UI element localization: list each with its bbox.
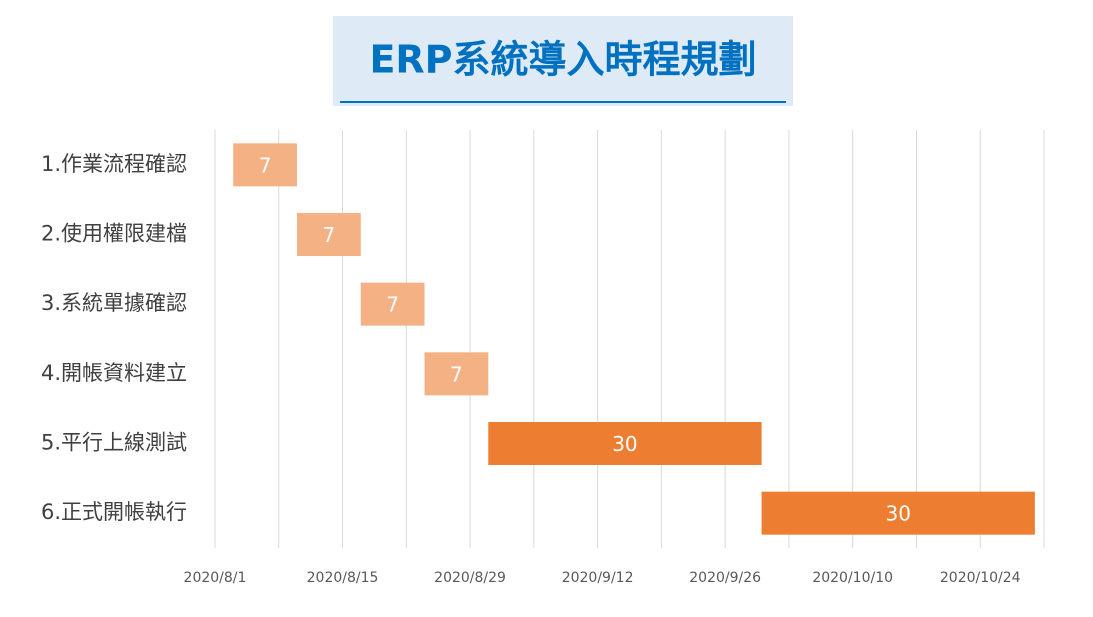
x-tick-label: 2020/9/12: [562, 570, 634, 586]
bar: [488, 422, 762, 465]
title-box: [333, 16, 793, 106]
y-tick-label: 2.使用權限建檔: [41, 222, 187, 246]
x-tick-label: 2020/10/24: [940, 570, 1021, 586]
y-tick-label: 5.平行上線測試: [41, 431, 187, 455]
x-tick-label: 2020/9/26: [689, 570, 761, 586]
chart-title: ERP系統導入時程規劃: [369, 38, 756, 82]
data-label: 30: [886, 502, 911, 526]
bar: [761, 491, 1035, 535]
x-tick-label: 2020/8/1: [184, 570, 247, 586]
x-tick-label: 2020/8/29: [434, 570, 506, 586]
data-label: 7: [323, 223, 336, 247]
data-label: 30: [612, 432, 637, 456]
y-tick-label: 3.系統單據確認: [41, 291, 187, 315]
bar: [233, 143, 297, 187]
y-tick-label: 4.開帳資料建立: [41, 361, 187, 385]
x-tick-label: 2020/10/10: [812, 570, 893, 586]
bar: [360, 282, 425, 326]
data-label: 7: [386, 293, 399, 317]
data-label: 7: [450, 362, 463, 386]
data-label: 7: [259, 153, 272, 177]
x-tick-label: 2020/8/15: [307, 570, 379, 586]
y-tick-label: 1.作業流程確認: [41, 152, 187, 176]
y-tick-label: 6.正式開帳執行: [41, 500, 187, 524]
bar: [424, 352, 489, 396]
bar: [296, 213, 361, 256]
